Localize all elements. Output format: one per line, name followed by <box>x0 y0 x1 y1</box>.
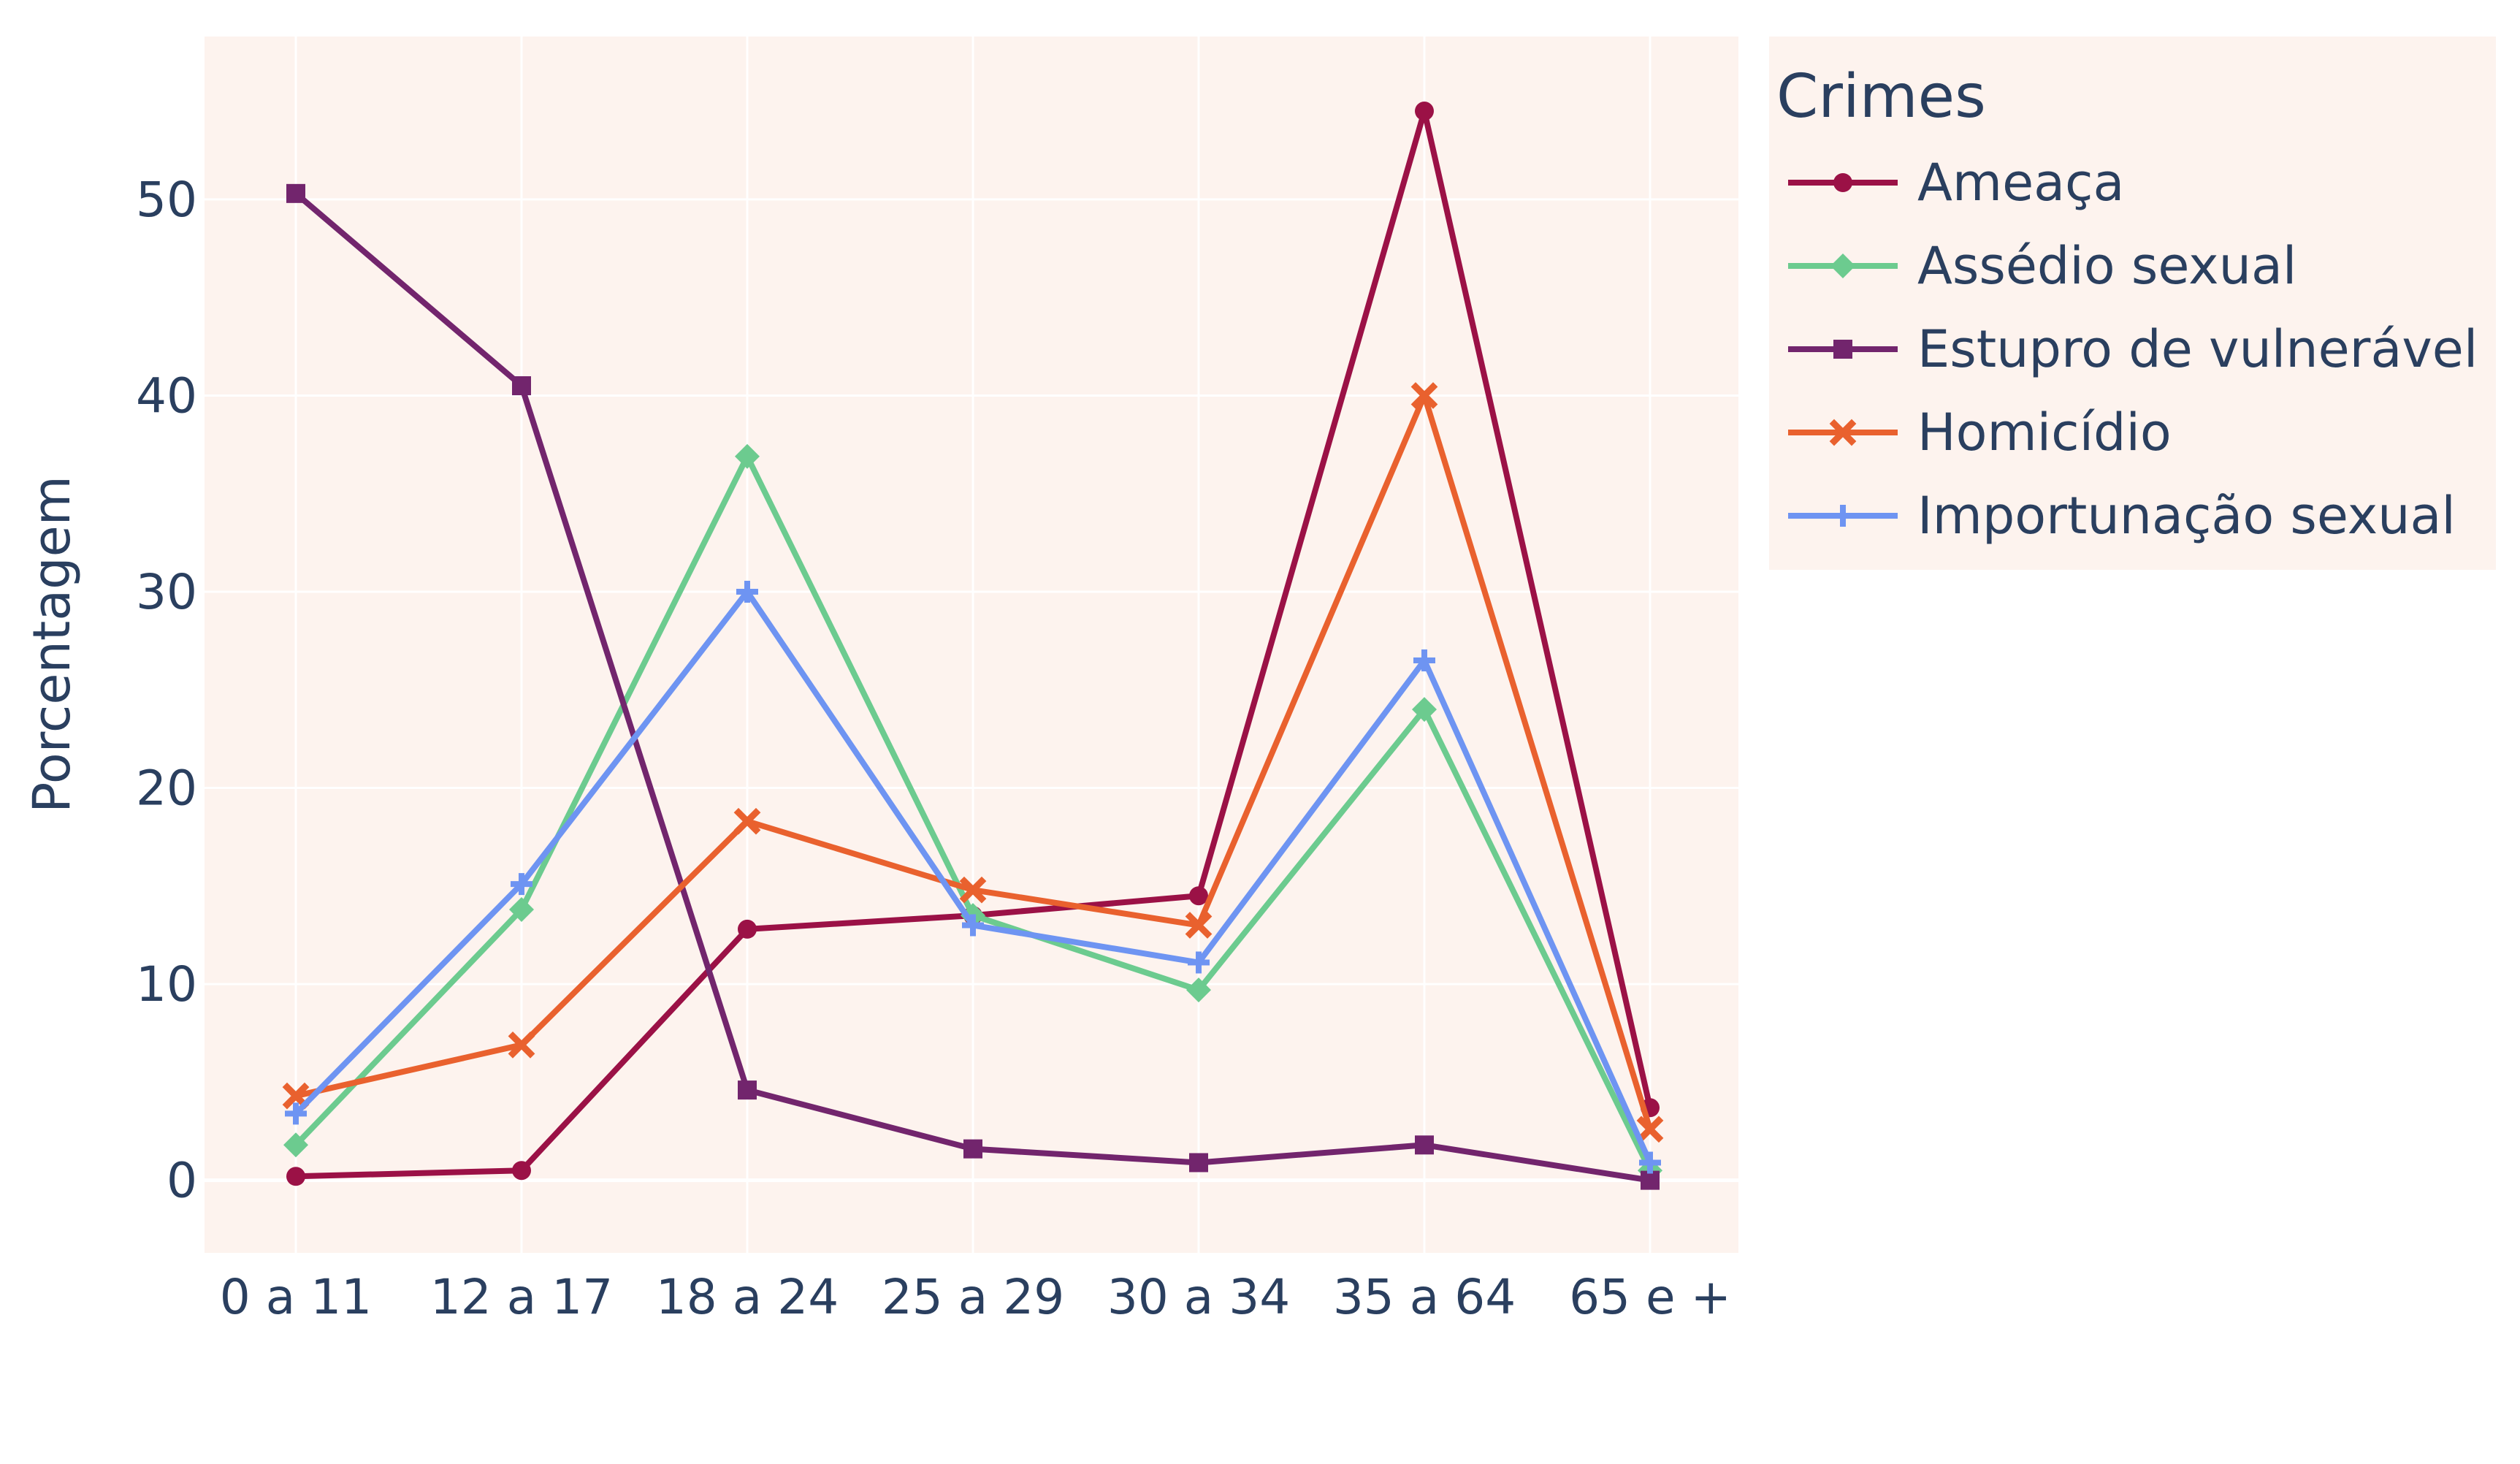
legend-label: Importunação sexual <box>1917 486 2456 546</box>
data-point <box>738 1080 757 1100</box>
data-point <box>1639 1151 1661 1174</box>
data-point <box>1189 886 1208 906</box>
data-point <box>959 876 987 904</box>
x-tick-label: 25 a 29 <box>882 1269 1064 1325</box>
data-point <box>509 897 534 923</box>
legend-label: Homicídio <box>1917 403 2172 462</box>
data-point <box>1636 1116 1664 1143</box>
legend: Crimes Ameaça Assédio sexual Estupro de vu… <box>1769 37 2496 570</box>
legend-marker <box>1830 253 1855 278</box>
legend-items: Ameaça Assédio sexual Estupro de vulneráve… <box>1788 153 2478 546</box>
data-point <box>508 1031 535 1059</box>
legend-item: Assédio sexual <box>1788 236 2296 296</box>
data-point <box>285 1102 307 1125</box>
data-point <box>511 873 532 896</box>
data-point <box>962 914 984 937</box>
legend-background <box>1769 37 2496 570</box>
x-tick-label: 65 e + <box>1569 1269 1731 1325</box>
y-tick-label: 30 <box>136 564 197 620</box>
data-point <box>733 807 761 835</box>
x-axis-ticks: 0 a 11 12 a 17 18 a 24 25 a 29 30 a 34 35 a 6… <box>220 1269 1731 1325</box>
series-estupro-de-vulneravel <box>286 183 1660 1190</box>
data-point <box>512 376 531 396</box>
data-point <box>1412 697 1437 723</box>
data-point <box>283 1132 308 1158</box>
data-point <box>512 1161 531 1181</box>
data-point <box>1188 951 1210 974</box>
legend-marker <box>1829 419 1857 446</box>
legend-item: Homicídio <box>1788 403 2172 462</box>
x-tick-label: 35 a 64 <box>1333 1269 1516 1325</box>
x-tick-label: 18 a 24 <box>656 1269 839 1325</box>
y-tick-label: 0 <box>167 1153 197 1209</box>
legend-marker <box>1833 173 1852 192</box>
series-lines <box>282 102 1664 1190</box>
legend-title: Crimes <box>1776 62 1986 131</box>
x-tick-label: 12 a 17 <box>430 1269 613 1325</box>
legend-item: Ameaça <box>1788 153 2124 213</box>
legend-item: Estupro de vulnerável <box>1788 319 2478 379</box>
x-tick-label: 0 a 11 <box>220 1269 372 1325</box>
data-point <box>1415 1135 1434 1155</box>
legend-label: Assédio sexual <box>1917 236 2296 296</box>
data-point <box>282 1082 310 1110</box>
legend-marker <box>1832 505 1854 527</box>
x-tick-label: 30 a 34 <box>1107 1269 1290 1325</box>
y-tick-label: 40 <box>136 367 197 424</box>
legend-item: Importunação sexual <box>1788 486 2456 546</box>
legend-label: Estupro de vulnerável <box>1917 319 2478 379</box>
series-importunacao-sexual <box>285 580 1661 1174</box>
y-tick-label: 20 <box>136 760 197 817</box>
y-axis-ticks: 0 10 20 30 40 50 <box>136 172 197 1209</box>
data-point <box>286 183 305 203</box>
data-point <box>735 443 760 469</box>
data-point <box>736 580 758 603</box>
data-point <box>1410 382 1438 409</box>
legend-marker <box>1833 340 1852 359</box>
y-tick-label: 10 <box>136 956 197 1013</box>
y-tick-label: 50 <box>136 172 197 228</box>
legend-label: Ameaça <box>1917 153 2124 213</box>
data-point <box>1189 1153 1208 1173</box>
plot-background <box>205 37 1738 1253</box>
data-point <box>1185 912 1213 939</box>
data-point <box>1186 977 1211 1003</box>
data-point <box>963 1139 982 1159</box>
data-point <box>1413 649 1435 671</box>
series-homicidio <box>282 382 1664 1143</box>
y-axis-label: Porcentagem <box>22 476 82 813</box>
data-point <box>738 919 757 939</box>
data-point <box>1415 102 1434 121</box>
data-point <box>286 1167 305 1186</box>
data-point <box>1641 1170 1660 1190</box>
